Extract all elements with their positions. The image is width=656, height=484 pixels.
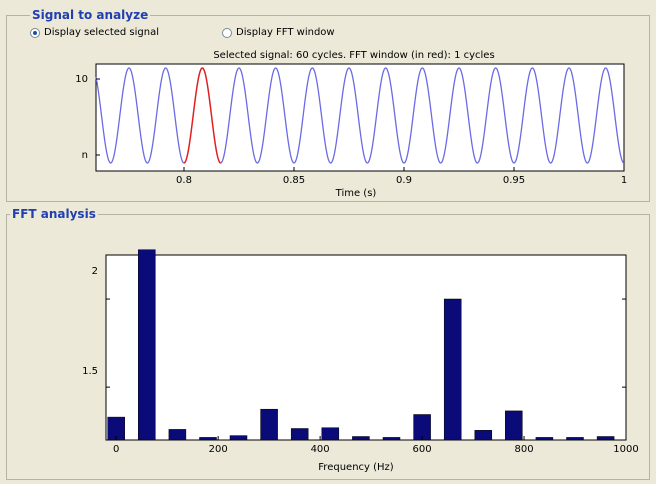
signal-plot: Selected signal: 60 cycles. FFT window (…	[75, 50, 627, 199]
signal-axes-box	[95, 63, 625, 172]
fft-bar	[535, 437, 554, 441]
radio-display-fft-window[interactable]: Display FFT window	[222, 27, 335, 38]
fft-bar	[443, 298, 462, 441]
signal-ytick-top: 10	[75, 74, 88, 85]
fft-bar	[138, 249, 156, 441]
fft-plot: 0 200 400 600 800 1000 2 1.5 Frequency (Hz)	[82, 249, 639, 473]
fft-bar	[260, 408, 278, 441]
radio-fft-label: Display FFT window	[236, 27, 335, 38]
signal-panel	[6, 15, 650, 202]
radio-selected-icon[interactable]	[30, 27, 40, 38]
fft-xtick-label: 1000	[613, 444, 638, 455]
radio-selected-label: Display selected signal	[44, 27, 160, 38]
radio-fft-icon[interactable]	[222, 27, 232, 38]
fft-bar	[199, 437, 217, 441]
fft-bar	[352, 436, 370, 441]
fft-bar	[566, 437, 584, 441]
fft-bar	[505, 410, 523, 441]
fft-panel-title: FFT analysis	[10, 207, 98, 221]
fft-xtick-label: 400	[311, 444, 330, 455]
fft-xtick-label: 800	[514, 444, 533, 455]
signal-xtick-label: 0.9	[396, 175, 412, 186]
fft-bar	[321, 427, 340, 441]
fft-ytick-2: 2	[92, 266, 98, 277]
fft-bar	[474, 430, 493, 441]
fft-ytick-1-5: 1.5	[82, 366, 98, 377]
fft-xlabel: Frequency (Hz)	[318, 462, 394, 473]
fft-xtick-label: 600	[413, 444, 432, 455]
radio-display-selected-signal[interactable]: Display selected signal	[30, 27, 159, 38]
signal-xtick-label: 1	[621, 175, 627, 186]
signal-xtick-label: 0.8	[176, 175, 192, 186]
fft-axes-box	[105, 254, 627, 441]
fft-bar	[596, 436, 615, 441]
signal-series-line	[95, 67, 185, 164]
signal-ytick-bottom: n	[82, 150, 88, 161]
signal-panel-title: Signal to analyze	[30, 8, 151, 22]
fft-bar	[382, 437, 401, 441]
signal-xlabel: Time (s)	[335, 188, 377, 199]
fft-xtick-label: 0	[113, 444, 119, 455]
signal-series-line	[220, 67, 625, 164]
fft-xtick-label: 200	[209, 444, 228, 455]
fft-window-line	[183, 67, 221, 164]
fft-bar	[290, 428, 309, 441]
signal-plot-title: Selected signal: 60 cycles. FFT window (…	[213, 50, 494, 61]
fft-bar	[229, 435, 248, 441]
signal-xtick-label: 0.95	[503, 175, 525, 186]
fft-bar	[168, 429, 187, 441]
signal-xtick-label: 0.85	[283, 175, 305, 186]
fft-panel	[6, 214, 650, 480]
